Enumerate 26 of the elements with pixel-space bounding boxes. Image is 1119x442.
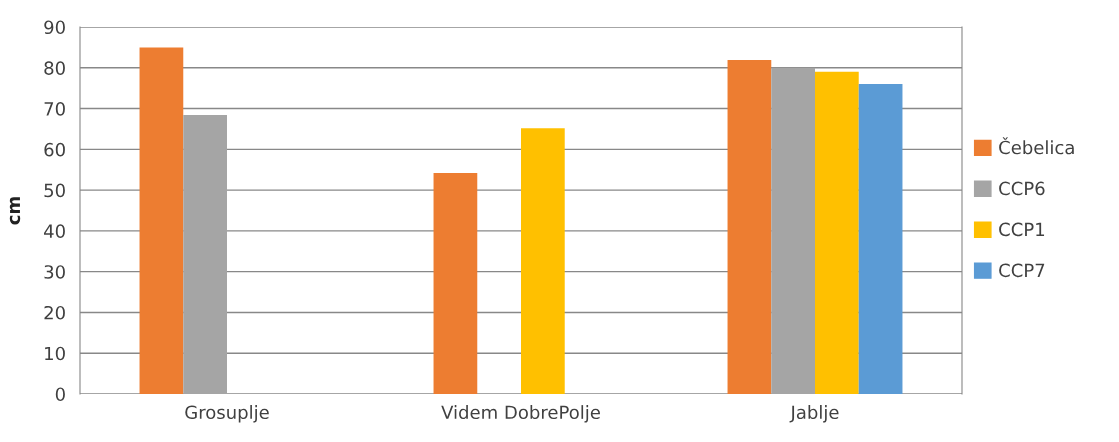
- legend-label: CCP7: [999, 263, 1045, 278]
- x-tick-label: Grosuplje: [185, 405, 269, 423]
- y-tick-label: 50: [44, 183, 65, 198]
- bar: [815, 71, 859, 394]
- bar: [858, 84, 903, 394]
- y-tick-label: 10: [45, 346, 65, 361]
- bar: [521, 128, 565, 394]
- y-tick-label: 70: [44, 102, 65, 116]
- legend-label: CCP6: [999, 181, 1045, 196]
- y-tick-label: 30: [44, 265, 65, 279]
- bar: [183, 115, 227, 394]
- y-tick-label: 60: [44, 142, 65, 157]
- legend-label: CCP1: [999, 222, 1045, 237]
- bar: [139, 47, 184, 394]
- bar: [433, 172, 478, 394]
- y-tick-label: 90: [44, 20, 65, 35]
- bar: [727, 60, 772, 394]
- x-tick-label: Jablje: [789, 405, 839, 423]
- bar: [771, 67, 815, 394]
- y-tick-label: 20: [44, 305, 65, 320]
- y-tick-label: 80: [44, 61, 65, 75]
- y-tick-label: 0: [55, 387, 65, 402]
- legend-label: Čebelica: [999, 137, 1074, 155]
- y-axis-title: cm: [9, 197, 21, 225]
- x-tick-label: Videm DobrePolje: [441, 405, 600, 423]
- y-tick-label: 40: [44, 224, 65, 239]
